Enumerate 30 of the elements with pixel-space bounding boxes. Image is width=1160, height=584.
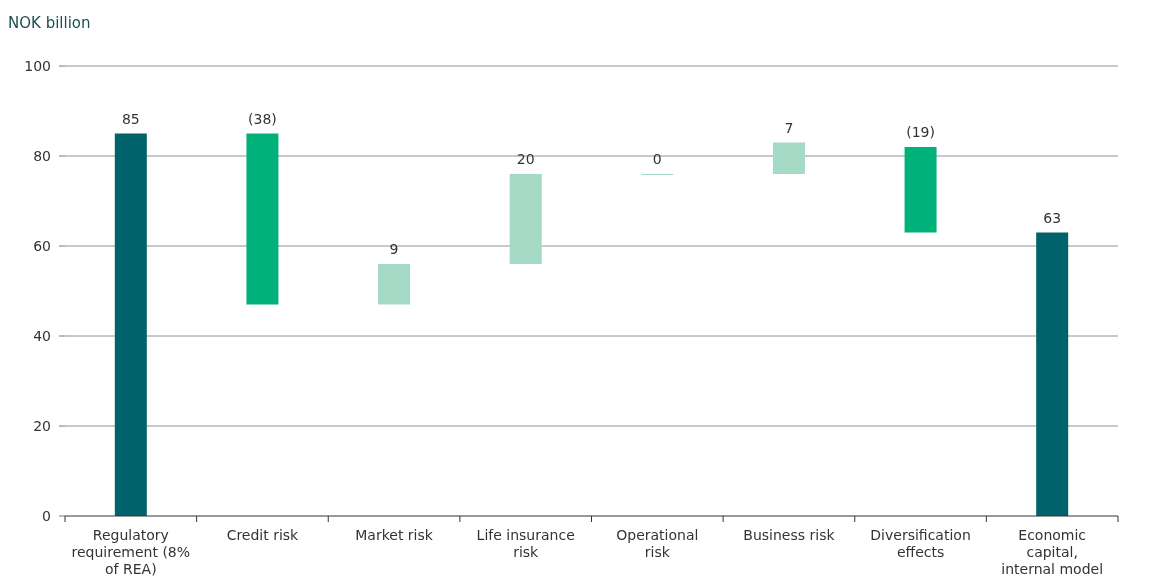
- y-tick-label: 0: [42, 507, 51, 524]
- data-label: 20: [516, 151, 535, 167]
- y-tick-label: 100: [24, 57, 51, 74]
- y-axis-title: NOK billion: [8, 14, 91, 32]
- data-label: (38): [248, 110, 277, 127]
- bar: [1036, 232, 1069, 516]
- x-tick-label: Life insurance risk: [476, 527, 575, 560]
- data-label: 85: [121, 110, 140, 127]
- data-label: 9: [389, 241, 399, 257]
- x-tick-label: Market risk: [355, 527, 434, 543]
- bar: [904, 147, 937, 233]
- bar: [378, 264, 411, 305]
- x-tick-label: Regulatory requirement (8% of REA): [71, 527, 191, 577]
- data-label: 63: [1043, 209, 1062, 226]
- y-tick-label: 40: [33, 327, 51, 344]
- x-tick-label: Diversification effects: [870, 527, 971, 560]
- x-tick-label: Operational risk: [616, 527, 699, 560]
- data-label: 0: [652, 151, 662, 167]
- data-label: (19): [906, 124, 935, 140]
- x-tick-label: Credit risk: [226, 527, 300, 543]
- y-tick-label: 60: [33, 237, 51, 254]
- y-tick-label: 80: [33, 147, 51, 164]
- y-tick-label: 20: [33, 417, 51, 434]
- bar: [114, 133, 147, 516]
- bar: [772, 142, 805, 174]
- data-label: 7: [784, 119, 794, 136]
- bar: [509, 174, 542, 264]
- x-tick-label: Business risk: [743, 527, 836, 543]
- x-tick-label: Economic capital, internal model: [1001, 527, 1104, 577]
- bar: [246, 133, 279, 305]
